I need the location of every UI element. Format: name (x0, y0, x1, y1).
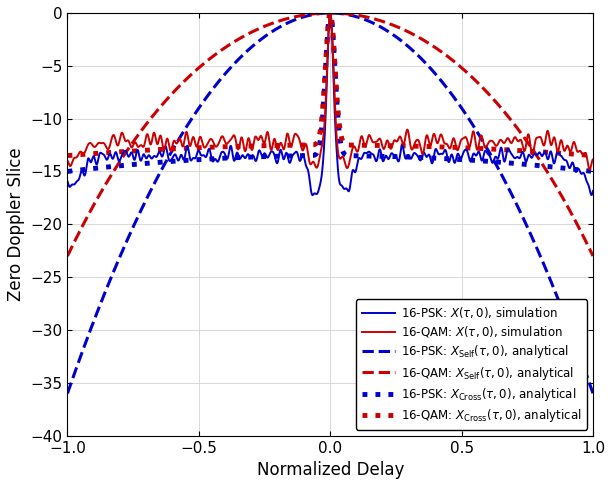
16-QAM: $X_{\rm Cross}(\tau,0)$, analytical: (-1, -13.5): $X_{\rm Cross}(\tau,0)$, analytical: (-1… (64, 153, 71, 158)
16-QAM: $X_{\rm Cross}(\tau,0)$, analytical: (-0.00025, -0.00121): $X_{\rm Cross}(\tau,0)$, analytical: (-0… (326, 10, 334, 16)
16-QAM: $X(\tau,0)$, simulation: (0.839, -12.5): $X(\tau,0)$, simulation: (0.839, -12.5) (547, 142, 554, 148)
16-PSK: $X_{\rm Self}(\tau,0)$, analytical: (0.839, -25.4): $X_{\rm Self}(\tau,0)$, analytical: (0.8… (547, 278, 554, 284)
16-PSK: $X(\tau,0)$, simulation: (-0.144, -13.5): $X(\tau,0)$, simulation: (-0.144, -13.5) (289, 153, 296, 158)
16-QAM: $X(\tau,0)$, simulation: (-0.0498, -14.6): $X(\tau,0)$, simulation: (-0.0498, -14.6… (313, 164, 321, 170)
Line: 16-PSK: $X_{\rm Self}(\tau,0)$, analytical: 16-PSK: $X_{\rm Self}(\tau,0)$, analytic… (67, 13, 593, 393)
16-QAM: $X_{\rm Self}(\tau,0)$, analytical: (-1, -23): $X_{\rm Self}(\tau,0)$, analytical: (-1,… (64, 253, 71, 259)
16-PSK: $X_{\rm Self}(\tau,0)$, analytical: (-1, -36): $X_{\rm Self}(\tau,0)$, analytical: (-1,… (64, 390, 71, 396)
16-PSK: $X_{\rm Self}(\tau,0)$, analytical: (1, -36): $X_{\rm Self}(\tau,0)$, analytical: (1, … (589, 390, 597, 396)
Line: 16-QAM: $X(\tau,0)$, simulation: 16-QAM: $X(\tau,0)$, simulation (67, 13, 593, 170)
16-PSK: $X_{\rm Cross}(\tau,0)$, analytical: (-1, -15): $X_{\rm Cross}(\tau,0)$, analytical: (-1… (64, 169, 71, 174)
16-PSK: $X_{\rm Cross}(\tau,0)$, analytical: (0.939, -14.8): $X_{\rm Cross}(\tau,0)$, analytical: (0.… (573, 167, 581, 173)
X-axis label: Normalized Delay: Normalized Delay (256, 461, 404, 479)
16-QAM: $X(\tau,0)$, simulation: (-0.144, -12.3): $X(\tau,0)$, simulation: (-0.144, -12.3) (289, 140, 296, 146)
16-QAM: $X(\tau,0)$, simulation: (0.987, -14.8): $X(\tau,0)$, simulation: (0.987, -14.8) (586, 167, 594, 173)
16-PSK: $X_{\rm Cross}(\tau,0)$, analytical: (-0.00025, -0.0013): $X_{\rm Cross}(\tau,0)$, analytical: (-0… (326, 10, 334, 16)
16-QAM: $X_{\rm Cross}(\tau,0)$, analytical: (-0.144, -12.5): $X_{\rm Cross}(\tau,0)$, analytical: (-0… (289, 142, 296, 148)
16-QAM: $X_{\rm Cross}(\tau,0)$, analytical: (-0.0498, -12.2): $X_{\rm Cross}(\tau,0)$, analytical: (-0… (313, 139, 321, 145)
16-PSK: $X_{\rm Cross}(\tau,0)$, analytical: (1, -15): $X_{\rm Cross}(\tau,0)$, analytical: (1,… (589, 169, 597, 174)
16-PSK: $X_{\rm Self}(\tau,0)$, analytical: (-0.16, -0.919): $X_{\rm Self}(\tau,0)$, analytical: (-0.… (285, 20, 292, 26)
16-QAM: $X_{\rm Self}(\tau,0)$, analytical: (-0.16, -0.513): $X_{\rm Self}(\tau,0)$, analytical: (-0.… (285, 16, 292, 21)
16-PSK: $X_{\rm Self}(\tau,0)$, analytical: (-0.00025, -2.25e-06): $X_{\rm Self}(\tau,0)$, analytical: (-0.… (326, 10, 334, 16)
16-QAM: $X(\tau,0)$, simulation: (0.00025, -0.00253): $X(\tau,0)$, simulation: (0.00025, -0.00… (327, 10, 334, 16)
16-QAM: $X_{\rm Cross}(\tau,0)$, analytical: (0.839, -13.2): $X_{\rm Cross}(\tau,0)$, analytical: (0.… (547, 150, 554, 156)
16-PSK: $X(\tau,0)$, simulation: (0.939, -14.9): $X(\tau,0)$, simulation: (0.939, -14.9) (573, 168, 581, 174)
16-QAM: $X_{\rm Self}(\tau,0)$, analytical: (1, -23): $X_{\rm Self}(\tau,0)$, analytical: (1, … (589, 253, 597, 259)
16-PSK: $X_{\rm Self}(\tau,0)$, analytical: (-0.144, -0.744): $X_{\rm Self}(\tau,0)$, analytical: (-0.… (289, 18, 296, 24)
16-QAM: $X_{\rm Cross}(\tau,0)$, analytical: (0.939, -13.4): $X_{\rm Cross}(\tau,0)$, analytical: (0.… (573, 152, 581, 157)
16-QAM: $X_{\rm Self}(\tau,0)$, analytical: (0.453, -4.24): $X_{\rm Self}(\tau,0)$, analytical: (0.4… (446, 55, 453, 61)
16-QAM: $X(\tau,0)$, simulation: (1, -13.9): $X(\tau,0)$, simulation: (1, -13.9) (589, 156, 597, 162)
16-PSK: $X(\tau,0)$, simulation: (-1, -15.9): $X(\tau,0)$, simulation: (-1, -15.9) (64, 178, 71, 184)
Line: 16-QAM: $X_{\rm Self}(\tau,0)$, analytical: 16-QAM: $X_{\rm Self}(\tau,0)$, analytic… (67, 13, 593, 256)
16-QAM: $X_{\rm Cross}(\tau,0)$, analytical: (1, -13.5): $X_{\rm Cross}(\tau,0)$, analytical: (1,… (589, 153, 597, 158)
16-PSK: $X(\tau,0)$, simulation: (-0.16, -13.8): $X(\tau,0)$, simulation: (-0.16, -13.8) (285, 156, 292, 162)
16-QAM: $X_{\rm Self}(\tau,0)$, analytical: (-0.144, -0.415): $X_{\rm Self}(\tau,0)$, analytical: (-0.… (289, 15, 296, 20)
16-PSK: $X_{\rm Cross}(\tau,0)$, analytical: (-0.144, -13.5): $X_{\rm Cross}(\tau,0)$, analytical: (-0… (289, 153, 296, 159)
16-QAM: $X_{\rm Cross}(\tau,0)$, analytical: (-0.16, -12.5): $X_{\rm Cross}(\tau,0)$, analytical: (-0… (285, 142, 292, 148)
16-QAM: $X(\tau,0)$, simulation: (0.453, -12.8): $X(\tau,0)$, simulation: (0.453, -12.8) (446, 145, 453, 151)
16-QAM: $X(\tau,0)$, simulation: (-0.16, -11.6): $X(\tau,0)$, simulation: (-0.16, -11.6) (285, 132, 292, 138)
16-PSK: $X_{\rm Cross}(\tau,0)$, analytical: (0.839, -14.6): $X_{\rm Cross}(\tau,0)$, analytical: (0.… (547, 164, 554, 170)
16-QAM: $X(\tau,0)$, simulation: (0.939, -13.1): $X(\tau,0)$, simulation: (0.939, -13.1) (573, 148, 581, 154)
16-PSK: $X(\tau,0)$, simulation: (-0.0673, -17.2): $X(\tau,0)$, simulation: (-0.0673, -17.2… (309, 192, 316, 198)
16-QAM: $X_{\rm Cross}(\tau,0)$, analytical: (0.453, -12.7): $X_{\rm Cross}(\tau,0)$, analytical: (0.… (446, 144, 453, 150)
16-PSK: $X(\tau,0)$, simulation: (-0.00025, -0.0028): $X(\tau,0)$, simulation: (-0.00025, -0.0… (326, 10, 334, 16)
Y-axis label: Zero Doppler Slice: Zero Doppler Slice (7, 147, 25, 301)
16-PSK: $X_{\rm Cross}(\tau,0)$, analytical: (-0.16, -13.5): $X_{\rm Cross}(\tau,0)$, analytical: (-0… (285, 153, 292, 159)
16-PSK: $X(\tau,0)$, simulation: (-0.0493, -17.1): $X(\tau,0)$, simulation: (-0.0493, -17.1… (313, 191, 321, 196)
16-PSK: $X_{\rm Self}(\tau,0)$, analytical: (0.939, -31.7): $X_{\rm Self}(\tau,0)$, analytical: (0.9… (573, 346, 581, 351)
Legend: 16-PSK: $X(\tau,0)$, simulation, 16-QAM: $X(\tau,0)$, simulation, 16-PSK: $X_{\r: 16-PSK: $X(\tau,0)$, simulation, 16-QAM:… (356, 299, 587, 430)
16-PSK: $X_{\rm Cross}(\tau,0)$, analytical: (0.453, -13.8): $X_{\rm Cross}(\tau,0)$, analytical: (0.… (446, 156, 453, 162)
16-QAM: $X_{\rm Self}(\tau,0)$, analytical: (-0.0498, -0.0495): $X_{\rm Self}(\tau,0)$, analytical: (-0.… (313, 11, 321, 17)
Line: 16-QAM: $X_{\rm Cross}(\tau,0)$, analytical: 16-QAM: $X_{\rm Cross}(\tau,0)$, analyti… (67, 13, 593, 156)
16-PSK: $X_{\rm Self}(\tau,0)$, analytical: (-0.0498, -0.0891): $X_{\rm Self}(\tau,0)$, analytical: (-0.… (313, 11, 321, 17)
Line: 16-PSK: $X_{\rm Cross}(\tau,0)$, analytical: 16-PSK: $X_{\rm Cross}(\tau,0)$, analyti… (67, 13, 593, 172)
16-QAM: $X_{\rm Self}(\tau,0)$, analytical: (-0.00025, -1.25e-06): $X_{\rm Self}(\tau,0)$, analytical: (-0.… (326, 10, 334, 16)
16-QAM: $X_{\rm Self}(\tau,0)$, analytical: (0.839, -15.6): $X_{\rm Self}(\tau,0)$, analytical: (0.8… (547, 174, 554, 180)
16-PSK: $X_{\rm Cross}(\tau,0)$, analytical: (-0.0498, -13.2): $X_{\rm Cross}(\tau,0)$, analytical: (-0… (313, 150, 321, 156)
16-PSK: $X(\tau,0)$, simulation: (0.84, -13.1): $X(\tau,0)$, simulation: (0.84, -13.1) (547, 149, 554, 155)
16-PSK: $X_{\rm Self}(\tau,0)$, analytical: (0.453, -7.4): $X_{\rm Self}(\tau,0)$, analytical: (0.4… (446, 88, 453, 94)
16-QAM: $X(\tau,0)$, simulation: (-1, -14): $X(\tau,0)$, simulation: (-1, -14) (64, 157, 71, 163)
16-QAM: $X_{\rm Self}(\tau,0)$, analytical: (0.939, -20): $X_{\rm Self}(\tau,0)$, analytical: (0.9… (573, 221, 581, 227)
16-PSK: $X(\tau,0)$, simulation: (0.454, -14): $X(\tau,0)$, simulation: (0.454, -14) (446, 158, 453, 164)
Line: 16-PSK: $X(\tau,0)$, simulation: 16-PSK: $X(\tau,0)$, simulation (67, 13, 593, 195)
16-PSK: $X(\tau,0)$, simulation: (1, -16.8): $X(\tau,0)$, simulation: (1, -16.8) (589, 188, 597, 194)
